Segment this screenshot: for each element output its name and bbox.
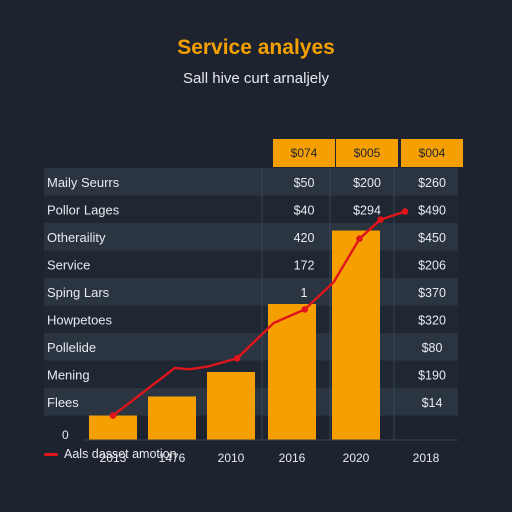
bar [148,396,196,440]
table-row-label: Service [47,258,90,273]
table-row [44,250,458,278]
bar [207,372,255,440]
table-cell: $200 [353,176,381,190]
legend: Aals dasset amotion [44,447,177,461]
bar [268,304,316,440]
y-tick-label: 0 [62,428,69,442]
x-tick-label: 2013 [100,451,127,465]
table-row [44,333,458,361]
table-row-label: Howpetoes [47,313,113,328]
table-cell: 1 [301,286,308,300]
table-row-label: Otheraility [47,230,106,245]
table-row-label: Pollelide [47,340,96,355]
table-header-label: $004 [419,146,446,160]
table-cell: $14 [422,396,443,410]
table-row-label: Sping Lars [47,285,110,300]
table-cell: $80 [422,341,443,355]
table-cell: 172 [294,259,315,273]
table-row [44,305,458,333]
table-cell: $206 [418,259,446,273]
table-cell: $490 [418,204,446,218]
table-cell: 420 [294,231,315,245]
table-cell: $50 [294,176,315,190]
legend-line-swatch [44,452,58,456]
table-cell: $190 [418,369,446,383]
table-row [44,278,458,306]
x-tick-label: 1476 [159,451,186,465]
trend-point [401,208,409,215]
table-cell: $450 [418,231,446,245]
chart-subtitle: Sall hive curt arnaljely [183,70,329,87]
table-cell: $320 [418,314,446,328]
table-row [44,195,458,223]
table-cell: $294 [353,204,381,218]
table-row-label: Pollor Lages [47,203,120,218]
table-row-label: Mening [47,368,90,383]
x-tick-label: 2016 [279,451,306,465]
table-row-label: Flees [47,395,79,410]
table-cell: $40 [294,204,315,218]
table-header-label: $074 [291,146,318,160]
x-tick-label: 2018 [413,451,440,465]
bar [89,415,137,440]
table-header-cell [336,139,398,167]
table-header-label: $005 [354,146,381,160]
table-header-cell [273,139,335,167]
table-row-label: Maily Seurrs [47,175,120,190]
trend-point [109,412,117,419]
trend-point [233,355,241,362]
bar [332,230,380,440]
table-cell: $370 [418,286,446,300]
x-tick-label: 2020 [343,451,370,465]
legend-label: Aals dasset amotion [64,447,177,461]
x-tick-label: 2010 [218,451,245,465]
table-row [44,168,458,196]
table-cell: $260 [418,176,446,190]
trend-point [301,306,309,313]
trend-point [377,216,384,223]
trend-line [111,210,407,417]
table-header-cell [401,139,463,167]
chart-title: Service analyes [177,36,335,59]
trend-point [356,235,363,243]
table-row [44,223,458,251]
